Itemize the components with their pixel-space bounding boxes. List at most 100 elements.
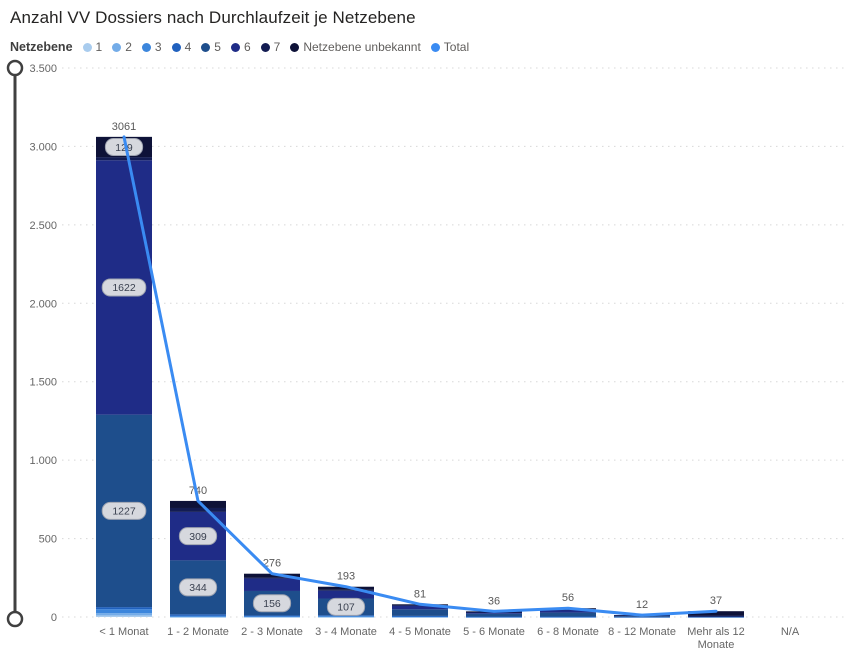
bar-total-label: 740 xyxy=(189,485,207,497)
legend-item-1[interactable]: 1 xyxy=(82,40,103,54)
legend-item-6[interactable]: 6 xyxy=(230,40,251,54)
chart-legend: Netzebene 1 2 3 4 5 6 7 Netzebene unbekannt Tota… xyxy=(10,40,469,54)
x-axis-category-label: 2 - 3 Monate xyxy=(241,626,303,638)
segment-label-pill xyxy=(101,501,147,520)
bar-segment-netzebene-6[interactable] xyxy=(244,578,300,591)
bar-total-label: 36 xyxy=(488,595,500,607)
legend-item-netzebene-unbekannt[interactable]: Netzebene unbekannt xyxy=(290,40,421,54)
bar-segment-netzebene-7[interactable] xyxy=(318,589,374,591)
bar-segment-netzebene-3[interactable] xyxy=(244,616,300,617)
segment-label-value: 107 xyxy=(337,602,355,614)
legend-item-label: 5 xyxy=(214,40,221,54)
y-axis-tick-label: 1.500 xyxy=(29,377,57,389)
bar-segment-netzebene-6[interactable] xyxy=(540,609,596,613)
bar-segment-netzebene-7[interactable] xyxy=(170,507,226,512)
x-axis-category-label: < 1 Monat xyxy=(99,626,148,638)
legend-swatch-icon xyxy=(171,42,181,52)
total-line-series[interactable] xyxy=(122,135,718,617)
legend-swatch-icon xyxy=(82,42,92,52)
segment-label-pill xyxy=(101,278,147,297)
bar-segment-netzebene-5[interactable] xyxy=(466,613,522,617)
segment-label-value: 156 xyxy=(263,598,281,610)
segment-label-value: 1227 xyxy=(112,506,136,518)
x-axis-category-label: 5 - 6 Monate xyxy=(463,626,525,638)
bar-segment-netzebene-1[interactable] xyxy=(96,615,152,617)
bar-segment-netzebene-3[interactable] xyxy=(96,609,152,614)
bar-segment-netzebene-2[interactable] xyxy=(96,613,152,616)
y-axis-tick-label: 3.500 xyxy=(29,63,57,75)
bar-segment-netzebene-7[interactable] xyxy=(688,615,744,617)
segment-label-pill xyxy=(178,578,218,597)
bar-total-label: 56 xyxy=(562,592,574,604)
bar-segment-netzebene-2[interactable] xyxy=(244,616,300,618)
legend-item-3[interactable]: 3 xyxy=(141,40,162,54)
bar-segment-netzebene-3[interactable] xyxy=(318,616,374,617)
y-axis-zoom-slider-handle-bottom[interactable] xyxy=(6,610,24,628)
bar-segment-netzebene-7[interactable] xyxy=(96,157,152,161)
legend-item-7[interactable]: 7 xyxy=(260,40,280,54)
bar-segment-netzebene-netzebene-unbekannt[interactable] xyxy=(244,573,300,578)
bar-total-label: 81 xyxy=(414,588,426,600)
legend-item-2[interactable]: 2 xyxy=(112,40,132,54)
bar-segment-netzebene-5[interactable] xyxy=(392,609,448,616)
legend-item-total[interactable]: Total xyxy=(430,40,470,54)
bar-segment-netzebene-2[interactable] xyxy=(170,616,226,618)
legend-item-5[interactable]: 5 xyxy=(201,40,221,54)
y-axis-tick-label: 3.000 xyxy=(29,141,57,153)
y-axis-tick-label: 0 xyxy=(51,612,57,624)
bar-segment-netzebene-4[interactable] xyxy=(466,616,522,618)
y-axis-tick-label: 2.000 xyxy=(29,298,57,310)
legend-swatch-icon xyxy=(230,42,240,52)
bar-total-label: 3061 xyxy=(112,121,136,133)
legend-item-label: 3 xyxy=(154,40,162,54)
bar-segment-netzebene-4[interactable] xyxy=(170,614,226,616)
segment-label-pill xyxy=(326,597,366,616)
bar-segment-netzebene-2[interactable] xyxy=(318,616,374,618)
bar-segment-netzebene-6[interactable] xyxy=(466,612,522,614)
x-axis-category-label: N/A xyxy=(781,626,800,638)
segment-label-pill xyxy=(178,527,218,546)
legend-swatch-icon xyxy=(290,42,300,52)
bar-total-label: 276 xyxy=(263,558,281,570)
legend-swatch-icon xyxy=(141,42,151,52)
bar-total-label: 12 xyxy=(636,599,648,611)
legend-item-label: 6 xyxy=(243,40,251,54)
x-axis-category-label: 1 - 2 Monate xyxy=(167,626,229,638)
bar-total-label: 193 xyxy=(337,571,355,583)
segment-label-pill xyxy=(252,594,292,613)
bar-segment-netzebene-5[interactable] xyxy=(688,616,744,618)
y-axis-zoom-slider-handle-top[interactable] xyxy=(6,59,24,77)
bar-segment-netzebene-7[interactable] xyxy=(244,577,300,579)
bar-segment-netzebene-netzebene-unbekannt[interactable] xyxy=(688,611,744,616)
legend-item-label: 2 xyxy=(125,40,132,54)
bar-segment-netzebene-5[interactable] xyxy=(540,612,596,617)
bar-segment-netzebene-4[interactable] xyxy=(244,615,300,617)
x-axis-category-label: 4 - 5 Monate xyxy=(389,626,451,638)
legend-title: Netzebene xyxy=(10,40,73,54)
bar-segment-netzebene-6[interactable] xyxy=(318,590,374,599)
bar-segment-netzebene-netzebene-unbekannt[interactable] xyxy=(318,586,374,590)
legend-items: 1 2 3 4 5 6 7 Netzebene unbekannt Total xyxy=(82,40,470,54)
x-axis-category-label: 6 - 8 Monate xyxy=(537,626,599,638)
bar-segment-netzebene-4[interactable] xyxy=(96,607,152,610)
legend-swatch-icon xyxy=(112,42,122,52)
y-axis-tick-label: 1.000 xyxy=(29,455,57,467)
legend-item-label: Total xyxy=(443,40,470,54)
bar-segment-netzebene-3[interactable] xyxy=(170,615,226,617)
y-axis-tick-label: 500 xyxy=(39,534,57,546)
bar-segment-netzebene-6[interactable] xyxy=(392,605,448,610)
segment-label-value: 344 xyxy=(189,582,207,594)
x-axis-category-label: 3 - 4 Monate xyxy=(315,626,377,638)
legend-swatch-icon xyxy=(260,42,270,52)
legend-swatch-icon xyxy=(430,42,440,52)
bar-segment-netzebene-netzebene-unbekannt[interactable] xyxy=(170,500,226,508)
bar-segment-netzebene-4[interactable] xyxy=(392,615,448,617)
bar-segment-netzebene-4[interactable] xyxy=(614,616,670,618)
segment-label-value: 309 xyxy=(189,531,207,543)
legend-item-4[interactable]: 4 xyxy=(171,40,191,54)
bar-segment-netzebene-3[interactable] xyxy=(392,616,448,618)
legend-item-label: 1 xyxy=(95,40,103,54)
bar-segment-netzebene-4[interactable] xyxy=(540,616,596,618)
